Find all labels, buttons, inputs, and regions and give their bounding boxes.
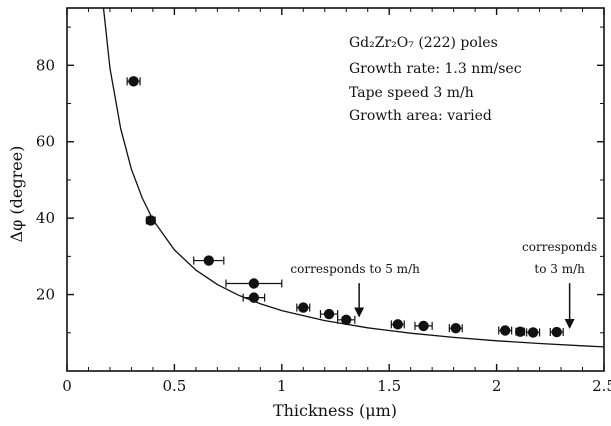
fit-curve-layer (102, 7, 605, 348)
data-point (248, 292, 260, 303)
data-point (527, 327, 539, 338)
data-point (515, 326, 526, 337)
arrow-label: corresponds to 5 m/h (290, 262, 420, 276)
annotation-line-1: Gd₂Zr₂O₇ (222) poles (349, 35, 498, 51)
x-tick-label: 0 (62, 377, 72, 395)
arrow-head (354, 307, 365, 318)
arrow-label: corresponds (522, 240, 597, 254)
y-tick-label: 60 (36, 133, 55, 151)
x-tick-label: 2.5 (592, 377, 611, 395)
x-tick-label: 0.5 (162, 377, 186, 395)
arrow-annotations: corresponds to 5 m/h corresponds to 3 m/h (290, 240, 597, 329)
arrow-label: to 3 m/h (534, 262, 585, 276)
data-point (128, 76, 139, 87)
x-tick-label: 1.5 (377, 377, 401, 395)
annotation-box: Gd₂Zr₂O₇ (222) poles Growth rate: 1.3 nm… (349, 35, 522, 124)
x-axis-ticks: 0 0.5 1 1.5 2 2.5 (62, 8, 611, 395)
y-axis-title: Δφ (degree) (7, 146, 26, 243)
data-point (418, 320, 429, 332)
data-point (323, 308, 335, 320)
y-tick-label: 80 (36, 56, 55, 74)
fit-curve (102, 7, 605, 348)
data-point (450, 323, 461, 334)
x-tick-label: 1 (277, 377, 287, 395)
annotation-line-2: Growth rate: 1.3 nm/sec (349, 61, 522, 77)
y-tick-label: 40 (36, 209, 55, 227)
data-point (248, 278, 260, 289)
annotation-line-4: Growth area: varied (349, 108, 492, 124)
data-point (551, 326, 562, 338)
data-point (392, 319, 403, 330)
arrow-head (564, 318, 575, 329)
data-point (499, 325, 511, 336)
x-axis-title: Thickness (μm) (273, 401, 397, 420)
annotation-line-3: Tape speed 3 m/h (349, 85, 474, 101)
y-tick-label: 20 (36, 286, 55, 304)
data-point (298, 302, 309, 313)
data-points-layer (126, 76, 564, 338)
y-axis-ticks: 20 40 60 80 (36, 26, 604, 334)
data-point (203, 255, 214, 266)
x-tick-label: 2 (492, 377, 502, 395)
plot-frame (66, 7, 605, 372)
data-point (341, 314, 352, 325)
data-point (145, 215, 156, 226)
